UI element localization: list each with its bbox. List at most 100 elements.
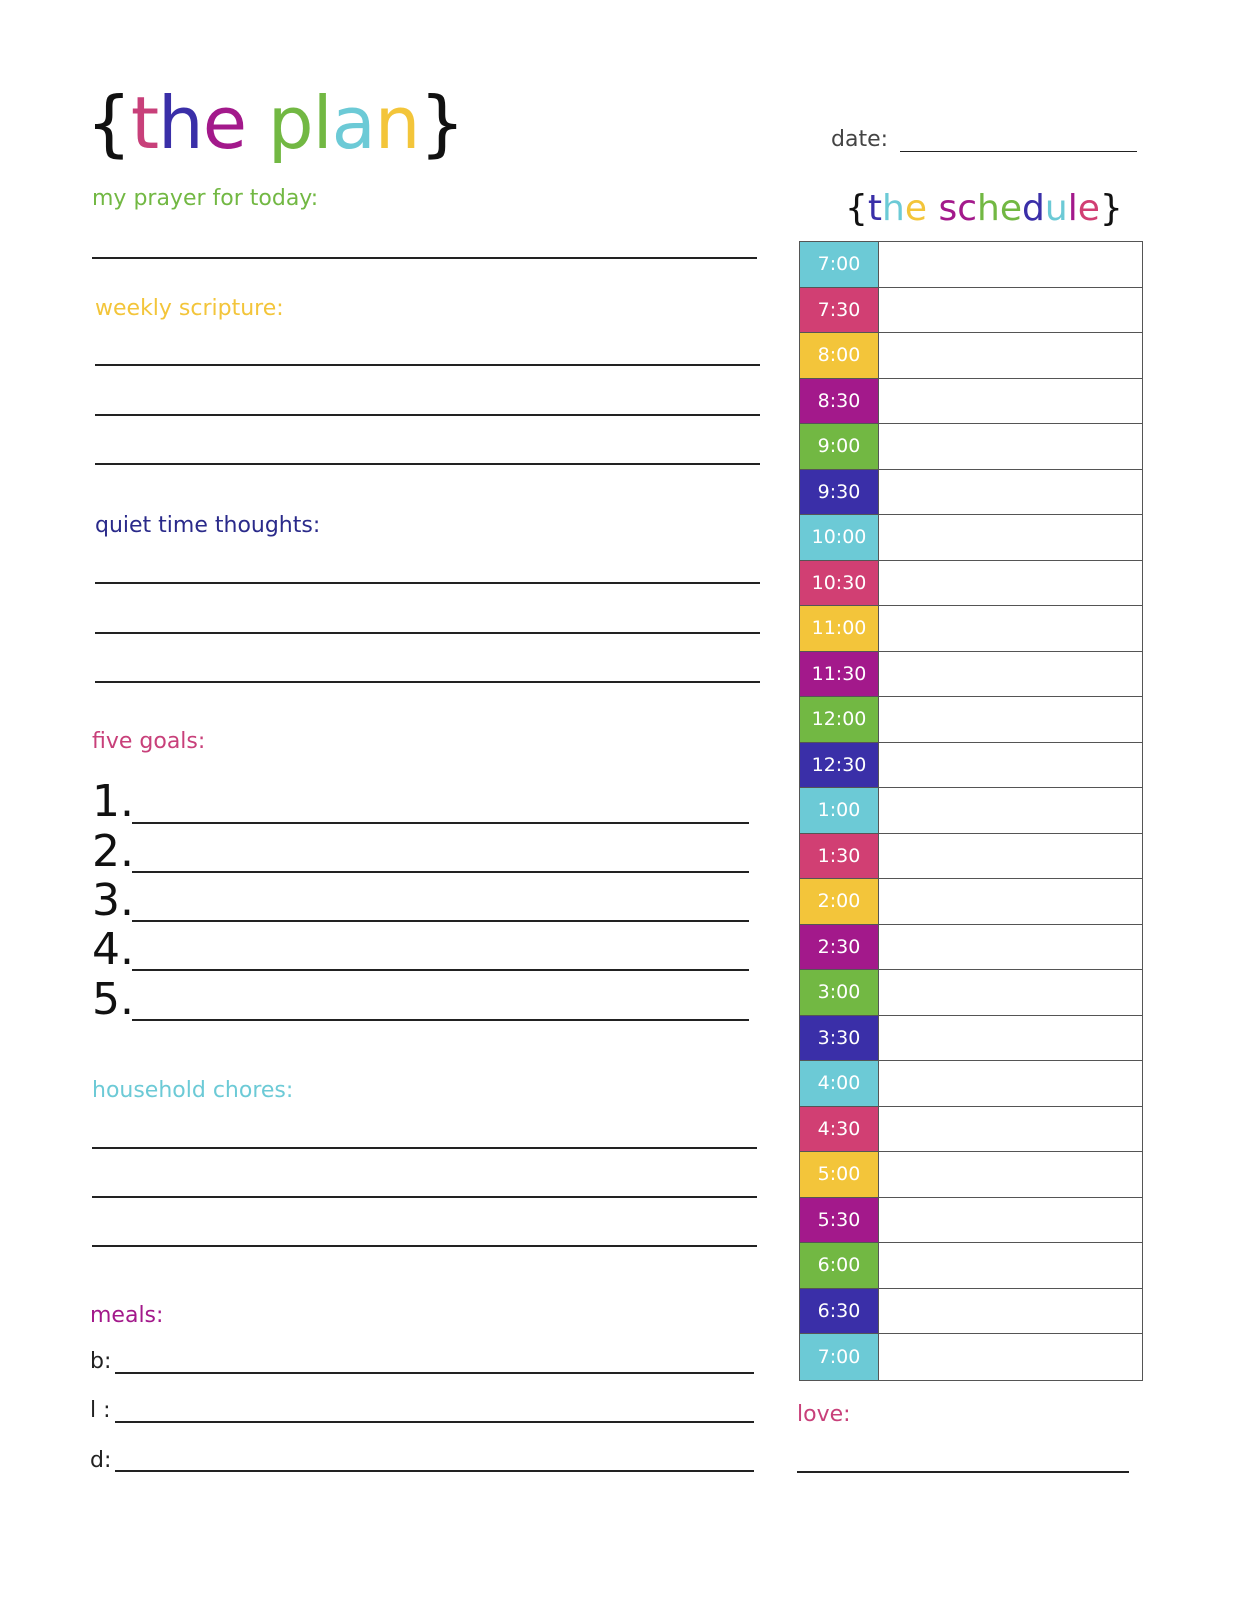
schedule-row: 9:30 xyxy=(800,469,1142,515)
schedule-row: 2:00 xyxy=(800,879,1142,925)
schedule-row: 8:00 xyxy=(800,333,1142,379)
schedule-row: 3:30 xyxy=(800,1015,1142,1061)
schedule-slot[interactable] xyxy=(879,1243,1142,1288)
brace-open: { xyxy=(86,81,132,165)
title-letter: l xyxy=(312,81,333,165)
schedule-slot[interactable] xyxy=(879,424,1142,469)
love-line[interactable] xyxy=(797,1471,1129,1473)
schedule-row: 3:00 xyxy=(800,970,1142,1016)
schedule-slot[interactable] xyxy=(879,697,1142,742)
time-cell: 9:00 xyxy=(800,424,879,469)
time-cell: 7:30 xyxy=(800,287,879,332)
schedule-row: 5:00 xyxy=(800,1152,1142,1198)
title-letter xyxy=(927,188,938,229)
time-cell: 12:00 xyxy=(800,697,879,742)
schedule-slot[interactable] xyxy=(879,1334,1142,1380)
goal-line[interactable] xyxy=(132,871,749,873)
title-letter: h xyxy=(882,188,905,229)
scripture-line[interactable] xyxy=(95,414,760,416)
title-letter: n xyxy=(374,81,421,165)
meal-lunch-label: l : xyxy=(90,1398,111,1423)
goal-number: 1. xyxy=(92,776,134,827)
schedule-slot[interactable] xyxy=(879,925,1142,970)
goal-number: 2. xyxy=(92,826,134,877)
time-cell: 9:30 xyxy=(800,469,879,514)
time-cell: 4:30 xyxy=(800,1106,879,1151)
time-cell: 7:00 xyxy=(800,1334,879,1380)
schedule-slot[interactable] xyxy=(879,242,1142,287)
chores-line[interactable] xyxy=(92,1196,757,1198)
schedule-row: 12:00 xyxy=(800,697,1142,743)
goal-number: 4. xyxy=(92,924,134,975)
schedule-slot[interactable] xyxy=(879,652,1142,697)
schedule-slot[interactable] xyxy=(879,470,1142,515)
schedule-slot[interactable] xyxy=(879,1198,1142,1243)
title-letter: e xyxy=(1077,188,1100,229)
prayer-line[interactable] xyxy=(92,257,757,259)
schedule-slot[interactable] xyxy=(879,1289,1142,1334)
schedule-row: 5:30 xyxy=(800,1197,1142,1243)
schedule-slot[interactable] xyxy=(879,515,1142,560)
title-letters: the plan xyxy=(130,81,421,165)
schedule-slot[interactable] xyxy=(879,1152,1142,1197)
schedule-row: 7:30 xyxy=(800,287,1142,333)
title-letter: l xyxy=(1067,188,1078,229)
goal-line[interactable] xyxy=(132,920,749,922)
schedule-slot[interactable] xyxy=(879,379,1142,424)
schedule-slot[interactable] xyxy=(879,970,1142,1015)
time-cell: 1:00 xyxy=(800,788,879,833)
quiet-time-line[interactable] xyxy=(95,632,760,634)
scripture-line[interactable] xyxy=(95,463,760,465)
schedule-slot[interactable] xyxy=(879,1016,1142,1061)
goal-line[interactable] xyxy=(132,822,749,824)
schedule-slot[interactable] xyxy=(879,288,1142,333)
schedule-row: 1:30 xyxy=(800,833,1142,879)
schedule-slot[interactable] xyxy=(879,1107,1142,1152)
quiet-time-line[interactable] xyxy=(95,582,760,584)
schedule-row: 7:00 xyxy=(800,1334,1142,1380)
chores-line[interactable] xyxy=(92,1147,757,1149)
schedule-slot[interactable] xyxy=(879,333,1142,378)
brace-open: { xyxy=(845,188,868,229)
meals-label: meals: xyxy=(90,1303,164,1328)
title-letter: a xyxy=(331,81,376,165)
meal-breakfast-line[interactable] xyxy=(115,1372,754,1374)
schedule-slot[interactable] xyxy=(879,834,1142,879)
schedule-title-letters: the schedule xyxy=(868,188,1100,229)
schedule-slot[interactable] xyxy=(879,561,1142,606)
brace-close: } xyxy=(419,81,465,165)
title-letter: e xyxy=(904,188,928,229)
quiet-time-line[interactable] xyxy=(95,681,760,683)
schedule-row: 9:00 xyxy=(800,424,1142,470)
time-cell: 5:30 xyxy=(800,1197,879,1242)
time-cell: 12:30 xyxy=(800,742,879,787)
schedule-row: 7:00 xyxy=(800,242,1142,288)
time-cell: 11:30 xyxy=(800,651,879,696)
meal-lunch-line[interactable] xyxy=(115,1421,754,1423)
title-letter: t xyxy=(867,188,883,229)
goals-label: five goals: xyxy=(92,729,206,754)
schedule-slot[interactable] xyxy=(879,1061,1142,1106)
title-letter: d xyxy=(1022,188,1045,229)
brace-close: } xyxy=(1099,188,1123,229)
meal-dinner-label: d: xyxy=(90,1448,112,1473)
meal-dinner-line[interactable] xyxy=(115,1470,754,1472)
chores-label: household chores: xyxy=(92,1078,294,1103)
schedule-slot[interactable] xyxy=(879,879,1142,924)
time-cell: 4:00 xyxy=(800,1061,879,1106)
schedule-slot[interactable] xyxy=(879,743,1142,788)
time-cell: 1:30 xyxy=(800,833,879,878)
title-letter: c xyxy=(957,188,978,229)
date-field[interactable] xyxy=(900,151,1137,152)
time-cell: 8:00 xyxy=(800,333,879,378)
schedule-slot[interactable] xyxy=(879,606,1142,651)
scripture-line[interactable] xyxy=(95,364,760,366)
time-cell: 3:30 xyxy=(800,1015,879,1060)
chores-line[interactable] xyxy=(92,1245,757,1247)
title-letter: t xyxy=(130,81,159,165)
time-cell: 11:00 xyxy=(800,606,879,651)
goal-line[interactable] xyxy=(132,1019,749,1021)
time-cell: 2:30 xyxy=(800,924,879,969)
goal-line[interactable] xyxy=(132,969,749,971)
schedule-slot[interactable] xyxy=(879,788,1142,833)
